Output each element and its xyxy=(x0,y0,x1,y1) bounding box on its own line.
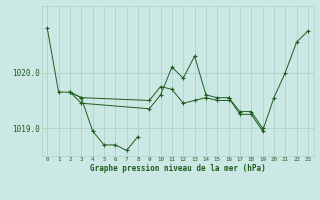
X-axis label: Graphe pression niveau de la mer (hPa): Graphe pression niveau de la mer (hPa) xyxy=(90,164,266,173)
